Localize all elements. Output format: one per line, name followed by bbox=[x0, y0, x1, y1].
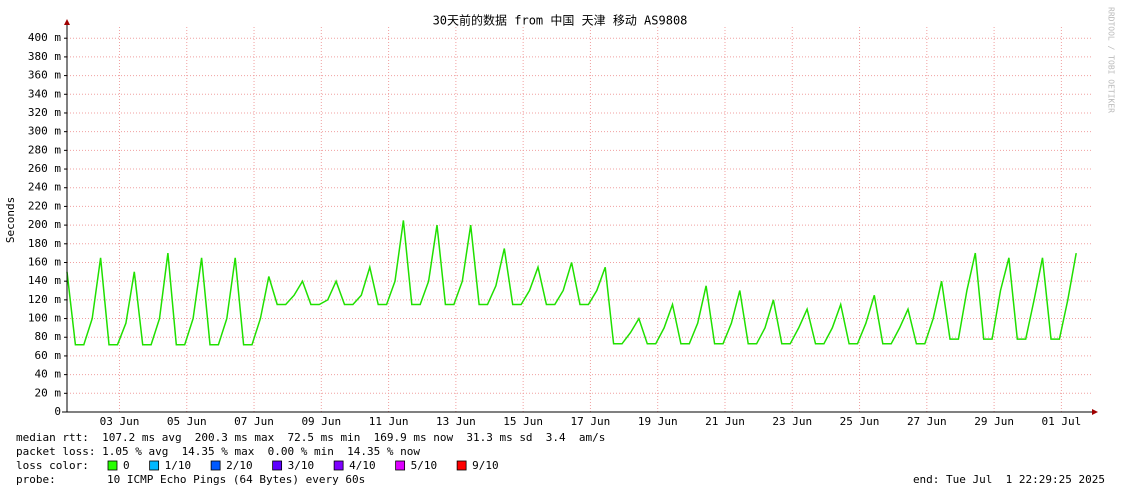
legend-label: 0 bbox=[123, 459, 130, 472]
legend-swatch bbox=[149, 460, 160, 471]
y-tick-label: 300 m bbox=[28, 125, 61, 138]
x-tick-label: 07 Jun bbox=[234, 415, 274, 428]
legend-swatch bbox=[395, 460, 406, 471]
y-arrow bbox=[64, 19, 70, 25]
x-tick-label: 13 Jun bbox=[436, 415, 476, 428]
legend-label: 9/10 bbox=[472, 459, 499, 472]
end-time: end: Tue Jul 1 22:29:25 2025 bbox=[913, 473, 1105, 486]
x-tick-label: 27 Jun bbox=[907, 415, 947, 428]
y-tick-label: 60 m bbox=[35, 349, 62, 362]
y-tick-label: 220 m bbox=[28, 199, 61, 212]
y-tick-label: 160 m bbox=[28, 255, 61, 268]
x-tick-label: 25 Jun bbox=[840, 415, 880, 428]
y-tick-label: 360 m bbox=[28, 69, 61, 82]
y-tick-label: 100 m bbox=[28, 312, 61, 325]
x-tick-label: 17 Jun bbox=[571, 415, 611, 428]
watermark: RRDTOOL / TOBI OETIKER bbox=[1107, 7, 1116, 113]
legend-swatch bbox=[272, 460, 283, 471]
probe: 10 ICMP Echo Pings (64 Bytes) every 60s bbox=[107, 473, 365, 486]
y-axis-label: Seconds bbox=[4, 197, 17, 243]
legend-swatch bbox=[210, 460, 221, 471]
y-tick-label: 120 m bbox=[28, 293, 61, 306]
legend: 0 1/10 2/10 3/10 4/10 5/10 9/10 bbox=[107, 459, 499, 472]
y-tick-label: 260 m bbox=[28, 162, 61, 175]
y-tick-label: 180 m bbox=[28, 237, 61, 250]
y-tick-label: 380 m bbox=[28, 50, 61, 63]
plot-area: 0 20 m 40 m 60 m 80 m 100 m 120 m 140 m 160 m 180… bbox=[28, 27, 1093, 428]
y-tick-label: 20 m bbox=[35, 386, 62, 399]
y-tick-label: 320 m bbox=[28, 106, 61, 119]
x-tick-label: 11 Jun bbox=[369, 415, 409, 428]
x-tick-label: 05 Jun bbox=[167, 415, 207, 428]
stats-line: packet loss: 1.05 % avg 14.35 % max 0.00… bbox=[16, 445, 420, 458]
legend-label: 2/10 bbox=[226, 459, 253, 472]
median-line bbox=[66, 220, 1077, 346]
legend-label: 5/10 bbox=[411, 459, 438, 472]
x-tick-label: 29 Jun bbox=[974, 415, 1014, 428]
x-tick-label: 01 Jul bbox=[1042, 415, 1082, 428]
legend-label: 1/10 bbox=[165, 459, 192, 472]
legend-swatch bbox=[333, 460, 344, 471]
y-tick-label: 0 bbox=[54, 405, 61, 418]
legend-label: 3/10 bbox=[288, 459, 315, 472]
y-tick-label: 140 m bbox=[28, 274, 61, 287]
y-tick-label: 340 m bbox=[28, 87, 61, 100]
x-arrow bbox=[1092, 409, 1098, 415]
legend-swatch bbox=[456, 460, 467, 471]
x-tick-label: 23 Jun bbox=[772, 415, 812, 428]
y-tick-label: 40 m bbox=[35, 368, 62, 381]
y-tick-label: 400 m bbox=[28, 31, 61, 44]
x-tick-label: 03 Jun bbox=[100, 415, 140, 428]
x-tick-label: 19 Jun bbox=[638, 415, 678, 428]
y-tick-label: 80 m bbox=[35, 330, 62, 343]
y-tick-label: 280 m bbox=[28, 143, 61, 156]
probe-label: probe: bbox=[16, 473, 56, 486]
chart-title: 30天前的数据 from 中国 天津 移动 AS9808 bbox=[433, 13, 688, 28]
x-tick-label: 09 Jun bbox=[301, 415, 341, 428]
y-tick-label: 200 m bbox=[28, 218, 61, 231]
legend-title: loss color: bbox=[16, 459, 89, 472]
legend-swatch bbox=[107, 460, 118, 471]
legend-label: 4/10 bbox=[349, 459, 376, 472]
x-tick-label: 21 Jun bbox=[705, 415, 745, 428]
stats-line: median rtt: 107.2 ms avg 200.3 ms max 72… bbox=[16, 431, 605, 444]
y-tick-label: 240 m bbox=[28, 181, 61, 194]
x-tick-label: 15 Jun bbox=[503, 415, 543, 428]
